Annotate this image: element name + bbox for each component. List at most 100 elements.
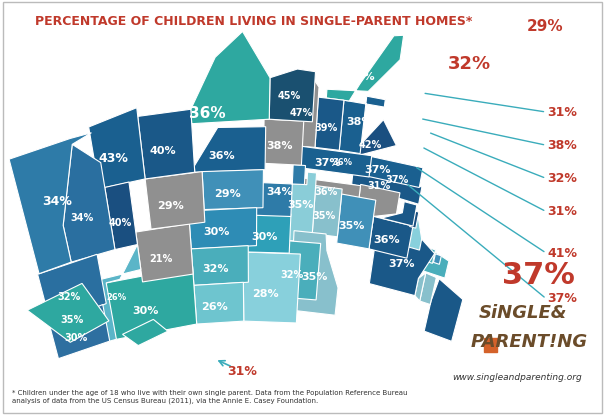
Text: 34%: 34% (71, 213, 94, 223)
Text: 39%: 39% (348, 72, 375, 82)
Text: 29%: 29% (526, 20, 563, 34)
Text: 31%: 31% (227, 365, 257, 378)
Polygon shape (369, 226, 434, 295)
Text: 35%: 35% (339, 221, 365, 231)
Text: 36%: 36% (189, 106, 226, 122)
Text: 36%: 36% (373, 235, 399, 245)
Text: 32%: 32% (202, 264, 228, 274)
Polygon shape (408, 219, 422, 250)
Polygon shape (352, 171, 422, 204)
Polygon shape (38, 254, 106, 326)
Text: 43%: 43% (99, 152, 129, 165)
Polygon shape (269, 69, 315, 122)
Text: 31%: 31% (548, 105, 577, 119)
Text: 40%: 40% (109, 217, 132, 228)
Text: 32%: 32% (280, 270, 304, 280)
Polygon shape (274, 240, 321, 300)
Polygon shape (189, 208, 257, 249)
Polygon shape (264, 119, 304, 165)
Polygon shape (424, 279, 463, 342)
Text: * Children under the age of 18 who live with their own single parent. Data from : * Children under the age of 18 who live … (12, 390, 408, 404)
Text: 35%: 35% (60, 315, 83, 325)
Polygon shape (348, 152, 423, 188)
Polygon shape (105, 266, 197, 339)
Text: 21%: 21% (149, 254, 172, 264)
Polygon shape (194, 282, 244, 324)
Text: 47%: 47% (290, 108, 313, 118)
Polygon shape (326, 35, 404, 101)
Text: 36%: 36% (209, 151, 235, 161)
Text: 31%: 31% (548, 205, 577, 218)
Text: 39%: 39% (315, 124, 338, 134)
Text: 32%: 32% (548, 172, 577, 185)
Polygon shape (415, 273, 426, 301)
Polygon shape (285, 172, 316, 242)
Polygon shape (9, 133, 91, 274)
Polygon shape (358, 120, 396, 156)
Polygon shape (339, 96, 385, 154)
Text: 32%: 32% (448, 55, 491, 73)
Bar (484, 338, 497, 352)
Text: 37%: 37% (502, 261, 575, 290)
Text: 35%: 35% (287, 200, 313, 210)
Polygon shape (122, 320, 168, 346)
Text: 26%: 26% (106, 293, 126, 302)
Polygon shape (419, 250, 449, 278)
Text: 38%: 38% (266, 142, 292, 151)
Text: SiNGLE&: SiNGLE& (479, 304, 567, 322)
Text: 37%: 37% (315, 158, 341, 168)
Text: 42%: 42% (359, 140, 382, 150)
Text: 35%: 35% (312, 211, 336, 221)
Polygon shape (369, 216, 413, 258)
Polygon shape (337, 194, 376, 249)
Text: 37%: 37% (548, 292, 577, 305)
Text: PARENT!NG: PARENT!NG (471, 333, 588, 352)
Text: 30%: 30% (64, 333, 88, 343)
Text: 29%: 29% (214, 188, 241, 199)
Text: 34%: 34% (266, 187, 293, 197)
Text: 37%: 37% (364, 165, 391, 175)
Polygon shape (243, 252, 300, 323)
Polygon shape (434, 254, 441, 264)
Polygon shape (63, 144, 115, 262)
Text: 38%: 38% (548, 139, 577, 152)
Text: 28%: 28% (252, 289, 279, 299)
Polygon shape (288, 71, 319, 147)
Polygon shape (160, 32, 270, 170)
Text: 41%: 41% (548, 247, 578, 260)
Polygon shape (96, 244, 141, 342)
Text: www.singleandparenting.org: www.singleandparenting.org (453, 373, 582, 382)
Polygon shape (105, 182, 137, 249)
Polygon shape (420, 273, 439, 305)
Polygon shape (191, 246, 249, 286)
Polygon shape (50, 305, 110, 359)
Text: 37%: 37% (385, 175, 408, 186)
Polygon shape (290, 231, 338, 315)
Polygon shape (381, 202, 417, 226)
Polygon shape (138, 109, 195, 179)
Text: 30%: 30% (251, 232, 277, 242)
Polygon shape (253, 165, 306, 217)
Polygon shape (145, 171, 205, 229)
Text: 37%: 37% (388, 259, 415, 269)
Polygon shape (302, 178, 361, 201)
Polygon shape (194, 127, 266, 172)
Polygon shape (27, 283, 109, 342)
Polygon shape (299, 146, 371, 177)
Polygon shape (89, 107, 145, 189)
Text: PERCENTAGE OF CHILDREN LIVING IN SINGLE-PARENT HOMES*: PERCENTAGE OF CHILDREN LIVING IN SINGLE-… (36, 15, 473, 27)
Polygon shape (315, 97, 344, 150)
Text: 30%: 30% (132, 305, 159, 315)
Text: 35%: 35% (301, 272, 327, 282)
Polygon shape (246, 213, 291, 253)
Text: 30%: 30% (204, 227, 230, 237)
Text: 26%: 26% (201, 303, 228, 312)
Text: 45%: 45% (277, 91, 301, 101)
Polygon shape (356, 184, 400, 228)
Text: 34%: 34% (42, 195, 72, 208)
Text: 32%: 32% (57, 292, 80, 302)
Text: 40%: 40% (149, 146, 176, 156)
Polygon shape (410, 210, 419, 228)
Text: 34%: 34% (404, 66, 427, 76)
Polygon shape (312, 186, 342, 237)
